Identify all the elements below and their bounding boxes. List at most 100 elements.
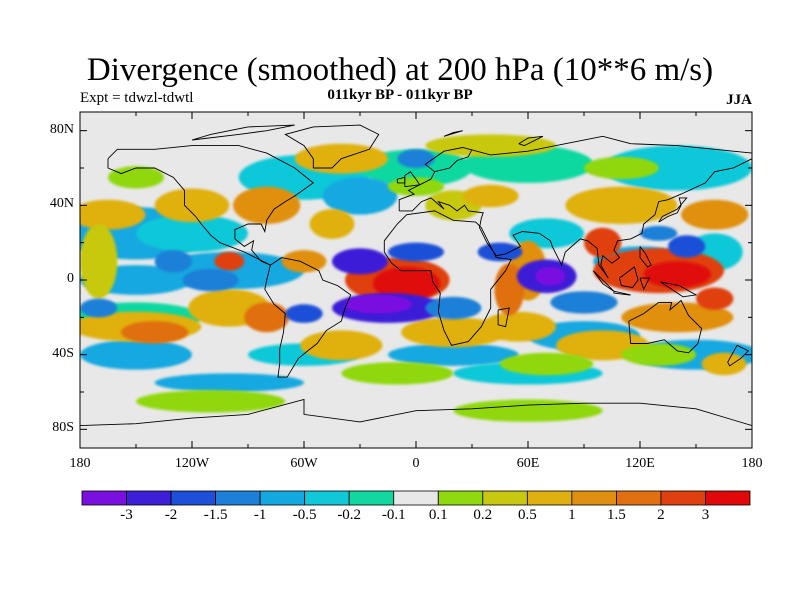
field-patch bbox=[681, 199, 749, 230]
field-patch bbox=[214, 252, 245, 271]
coastline bbox=[727, 344, 750, 367]
field-patch bbox=[550, 291, 618, 314]
lat-label: 80N bbox=[49, 121, 74, 137]
colorbar-label: -0.1 bbox=[381, 507, 406, 523]
field-patch bbox=[285, 304, 323, 323]
field-patch bbox=[80, 224, 118, 299]
colorbar-label: -0.2 bbox=[337, 507, 362, 523]
lon-label: 0 bbox=[412, 456, 420, 471]
field-patch bbox=[322, 177, 398, 215]
coastline bbox=[619, 266, 639, 288]
coastlines bbox=[80, 124, 752, 427]
colorbar-label: -0.5 bbox=[292, 507, 317, 523]
coastline bbox=[443, 130, 463, 137]
field-patch bbox=[477, 242, 523, 262]
chart-title: Divergence (smoothed) at 200 hPa (10**6 … bbox=[86, 52, 714, 88]
colorbar-swatch bbox=[170, 490, 216, 506]
colorbar-label: -3 bbox=[120, 507, 133, 523]
colorbar-swatch bbox=[571, 490, 617, 506]
field-patch bbox=[481, 311, 556, 342]
coastline bbox=[399, 158, 752, 279]
field-patch bbox=[696, 287, 734, 310]
field-patch bbox=[80, 339, 192, 370]
colorbar-swatch bbox=[393, 490, 439, 506]
coastline bbox=[264, 257, 352, 378]
field-patch bbox=[494, 263, 525, 316]
field-patch bbox=[643, 261, 711, 288]
coastline bbox=[191, 124, 295, 141]
colorbar-label: -1.5 bbox=[203, 507, 228, 523]
field-patch bbox=[154, 373, 304, 392]
field-patch bbox=[136, 390, 286, 413]
colorbar-swatch bbox=[259, 490, 306, 506]
field-patch bbox=[668, 235, 706, 258]
colorbar bbox=[81, 490, 751, 506]
divergence-field bbox=[80, 134, 752, 422]
lon-label: 180 bbox=[69, 456, 91, 471]
field-patch bbox=[509, 218, 584, 249]
period-label: 011kyr BP - 011kyr BP bbox=[327, 87, 473, 103]
coastline bbox=[434, 149, 473, 173]
colorbar-swatch bbox=[526, 490, 573, 506]
coastline bbox=[80, 398, 752, 427]
coastline bbox=[658, 197, 688, 223]
colorbar-label: -1 bbox=[253, 507, 267, 523]
field-patch bbox=[154, 250, 192, 273]
coastline bbox=[396, 176, 406, 184]
colorbar-swatch bbox=[81, 490, 127, 506]
field-patch bbox=[108, 166, 164, 189]
field-patch bbox=[281, 250, 327, 273]
coastline bbox=[398, 135, 752, 211]
field-patch bbox=[462, 184, 519, 208]
field-patch bbox=[500, 352, 594, 376]
colorbar-label: 3 bbox=[701, 507, 710, 523]
coastline bbox=[639, 277, 651, 291]
field-patch bbox=[621, 343, 697, 366]
coastline bbox=[613, 290, 631, 296]
season-label: JJA bbox=[726, 92, 752, 108]
field-patch bbox=[309, 209, 355, 239]
lon-label: 120E bbox=[625, 456, 655, 471]
colorbar-label: 0.1 bbox=[428, 507, 448, 523]
colorbar-label: 0.5 bbox=[517, 507, 537, 523]
field-patch bbox=[584, 227, 622, 258]
coastline bbox=[639, 246, 652, 268]
coastline bbox=[660, 281, 698, 298]
colorbar-swatch bbox=[437, 490, 484, 506]
field-patch bbox=[80, 298, 118, 318]
axis-ticks bbox=[79, 112, 753, 448]
field-patch bbox=[233, 186, 301, 224]
colorbar-swatch bbox=[126, 490, 172, 506]
field-patch bbox=[565, 186, 678, 224]
colorbar-swatch bbox=[616, 490, 662, 506]
colorbar-label: 2 bbox=[657, 507, 665, 523]
colorbar-swatch bbox=[304, 490, 350, 506]
lon-label: 120W bbox=[174, 456, 210, 471]
colorbar-swatch bbox=[215, 490, 261, 506]
field-patch bbox=[701, 352, 747, 376]
field-patch bbox=[182, 268, 239, 292]
coastline bbox=[518, 135, 544, 147]
field-patch bbox=[332, 248, 388, 275]
field-patch bbox=[373, 266, 441, 301]
colorbar-swatch bbox=[660, 490, 706, 506]
coastline bbox=[107, 145, 315, 266]
field-patch bbox=[453, 399, 603, 422]
coastline bbox=[383, 210, 512, 346]
field-patch bbox=[80, 199, 146, 230]
lat-label: 40S bbox=[52, 345, 74, 361]
lon-label: 60W bbox=[290, 456, 318, 471]
colorbar-label: 1 bbox=[568, 507, 576, 523]
field-patch bbox=[345, 294, 413, 314]
field-patch bbox=[584, 156, 659, 180]
field-patch bbox=[300, 330, 383, 361]
lat-label: 80S bbox=[52, 420, 74, 436]
field-patch bbox=[244, 302, 290, 333]
field-patch bbox=[640, 225, 678, 241]
lat-label: 40N bbox=[49, 196, 74, 212]
field-patch bbox=[341, 362, 454, 385]
field-patch bbox=[397, 149, 435, 169]
colorbar-swatch bbox=[705, 490, 751, 506]
colorbar-swatch bbox=[348, 490, 395, 506]
